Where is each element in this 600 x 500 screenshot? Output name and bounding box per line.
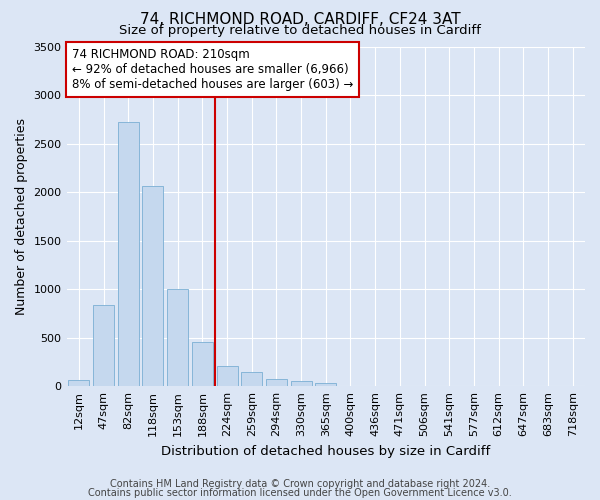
Bar: [68, 380, 89, 386]
X-axis label: Distribution of detached houses by size in Cardiff: Distribution of detached houses by size …: [161, 444, 490, 458]
Text: Size of property relative to detached houses in Cardiff: Size of property relative to detached ho…: [119, 24, 481, 37]
Bar: [118, 122, 139, 386]
Bar: [290, 381, 311, 386]
Text: 74 RICHMOND ROAD: 210sqm
← 92% of detached houses are smaller (6,966)
8% of semi: 74 RICHMOND ROAD: 210sqm ← 92% of detach…: [72, 48, 353, 91]
Bar: [192, 342, 213, 386]
Bar: [315, 384, 336, 386]
Bar: [217, 366, 238, 386]
Text: 74, RICHMOND ROAD, CARDIFF, CF24 3AT: 74, RICHMOND ROAD, CARDIFF, CF24 3AT: [140, 12, 460, 28]
Bar: [167, 289, 188, 386]
Bar: [266, 380, 287, 386]
Bar: [241, 372, 262, 386]
Text: Contains public sector information licensed under the Open Government Licence v3: Contains public sector information licen…: [88, 488, 512, 498]
Bar: [93, 304, 114, 386]
Y-axis label: Number of detached properties: Number of detached properties: [15, 118, 28, 315]
Text: Contains HM Land Registry data © Crown copyright and database right 2024.: Contains HM Land Registry data © Crown c…: [110, 479, 490, 489]
Bar: [142, 186, 163, 386]
